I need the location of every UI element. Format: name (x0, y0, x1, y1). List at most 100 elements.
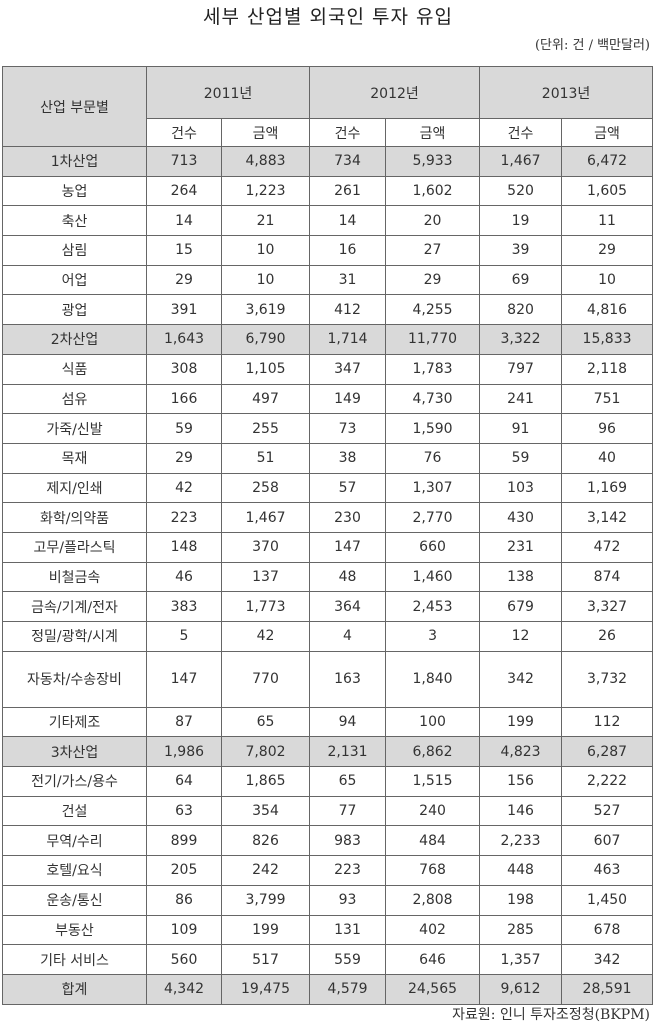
row-label: 광업 (2, 294, 147, 326)
table-row: 비철금속 46 137 48 1,460 138 874 (2, 561, 654, 593)
subtotal-row: 합계 4,342 19,475 4,579 24,565 9,612 28,591 (2, 973, 654, 1005)
unit-note: (단위: 건 / 백만달러) (534, 38, 650, 53)
table-row: 운송/통신 86 3,799 93 2,808 198 1,450 (2, 884, 654, 916)
count-cell: 261 (309, 175, 387, 207)
count-cell: 223 (146, 502, 222, 533)
amount-cell: 112 (561, 706, 654, 738)
amount-cell: 10 (220, 264, 311, 296)
row-label: 비철금속 (2, 561, 147, 593)
amount-cell: 751 (561, 383, 654, 415)
amount-cell: 29 (385, 264, 481, 296)
amount-cell: 678 (561, 914, 654, 946)
row-label: 축산 (2, 205, 147, 237)
count-cell: 29 (146, 442, 222, 474)
count-cell: 391 (146, 294, 222, 326)
count-cell: 131 (309, 914, 387, 946)
count-cell: 31 (309, 264, 387, 296)
amount-cell: 826 (220, 825, 311, 857)
count-cell: 14 (309, 205, 387, 237)
amount-cell: 76 (385, 442, 481, 474)
count-cell: 93 (309, 884, 387, 916)
subtotal-row: 2차산업 1,643 6,790 1,714 11,770 3,322 15,833 (2, 324, 654, 355)
table-row: 무역/수리 899 826 983 484 2,233 607 (2, 825, 654, 857)
count-cell: 205 (146, 855, 222, 886)
header-row-years: 산업 부문별 2011년 2012년 2013년 (2, 66, 654, 147)
count-cell: 63 (146, 795, 222, 827)
table-row: 섬유 166 497 149 4,730 241 751 (2, 383, 654, 415)
count-cell: 4,579 (309, 973, 387, 1005)
amount-cell: 1,783 (385, 353, 481, 385)
row-label: 농업 (2, 175, 147, 207)
row-label: 삼림 (2, 235, 147, 266)
row-label: 화학/의약품 (2, 502, 147, 533)
count-cell: 430 (479, 502, 563, 533)
count-cell: 163 (309, 650, 387, 708)
row-label: 섬유 (2, 383, 147, 415)
amount-cell: 42 (220, 621, 311, 652)
count-cell: 383 (146, 591, 222, 622)
amount-cell: 21 (220, 205, 311, 237)
count-cell: 73 (309, 413, 387, 444)
table-row: 목재 29 51 38 76 59 40 (2, 442, 654, 474)
count-cell: 38 (309, 442, 387, 474)
amount-cell: 96 (561, 413, 654, 444)
amount-cell: 484 (385, 825, 481, 857)
amount-cell: 2,222 (561, 766, 654, 797)
row-label: 2차산업 (2, 324, 147, 355)
amount-cell: 1,105 (220, 353, 311, 385)
table-row: 고무/플라스틱 148 370 147 660 231 472 (2, 531, 654, 563)
table-row: 정밀/광학/시계 5 42 4 3 12 26 (2, 621, 654, 652)
amount-cell: 402 (385, 914, 481, 946)
count-cell: 9,612 (479, 973, 563, 1005)
amount-cell: 1,223 (220, 175, 311, 207)
count-cell: 342 (479, 650, 563, 708)
amount-header: 금액 (220, 118, 311, 147)
amount-cell: 3,327 (561, 591, 654, 622)
amount-cell: 660 (385, 531, 481, 563)
table-row: 축산 14 21 14 20 19 11 (2, 205, 654, 237)
year-header: 2012년 (309, 66, 481, 119)
amount-cell: 3,799 (220, 884, 311, 916)
amount-cell: 24,565 (385, 973, 481, 1005)
count-cell: 1,714 (309, 324, 387, 355)
amount-cell: 463 (561, 855, 654, 886)
count-cell: 820 (479, 294, 563, 326)
table-row: 화학/의약품 223 1,467 230 2,770 430 3,142 (2, 502, 654, 533)
count-cell: 148 (146, 531, 222, 563)
count-cell: 5 (146, 621, 222, 652)
amount-cell: 137 (220, 561, 311, 593)
table-row: 자동차/수송장비 147 770 163 1,840 342 3,732 (2, 650, 654, 708)
count-cell: 560 (146, 944, 222, 975)
count-cell: 29 (146, 264, 222, 296)
count-cell: 347 (309, 353, 387, 385)
amount-cell: 51 (220, 442, 311, 474)
amount-cell: 3,619 (220, 294, 311, 326)
count-cell: 14 (146, 205, 222, 237)
amount-cell: 1,840 (385, 650, 481, 708)
count-cell: 899 (146, 825, 222, 857)
year-header: 2013년 (479, 66, 654, 119)
table-row: 삼림 15 10 16 27 39 29 (2, 235, 654, 266)
count-cell: 65 (309, 766, 387, 797)
amount-cell: 1,773 (220, 591, 311, 622)
amount-cell: 29 (561, 235, 654, 266)
table-row: 호텔/요식 205 242 223 768 448 463 (2, 855, 654, 886)
source-note: 자료원: 인니 투자조정청(BKPM) (452, 1007, 650, 1023)
row-label: 1차산업 (2, 146, 147, 177)
amount-cell: 11 (561, 205, 654, 237)
amount-cell: 342 (561, 944, 654, 975)
count-cell: 241 (479, 383, 563, 415)
count-cell: 412 (309, 294, 387, 326)
amount-cell: 10 (561, 264, 654, 296)
amount-cell: 15,833 (561, 324, 654, 355)
amount-cell: 100 (385, 706, 481, 738)
table-body: 1차산업 713 4,883 734 5,933 1,467 6,472 농업 264 1,223… (2, 146, 654, 1005)
count-cell: 230 (309, 502, 387, 533)
count-cell: 1,357 (479, 944, 563, 975)
row-label: 가죽/신발 (2, 413, 147, 444)
table-row: 가죽/신발 59 255 73 1,590 91 96 (2, 413, 654, 444)
row-label: 금속/기계/전자 (2, 591, 147, 622)
count-cell: 448 (479, 855, 563, 886)
amount-cell: 240 (385, 795, 481, 827)
count-cell: 679 (479, 591, 563, 622)
